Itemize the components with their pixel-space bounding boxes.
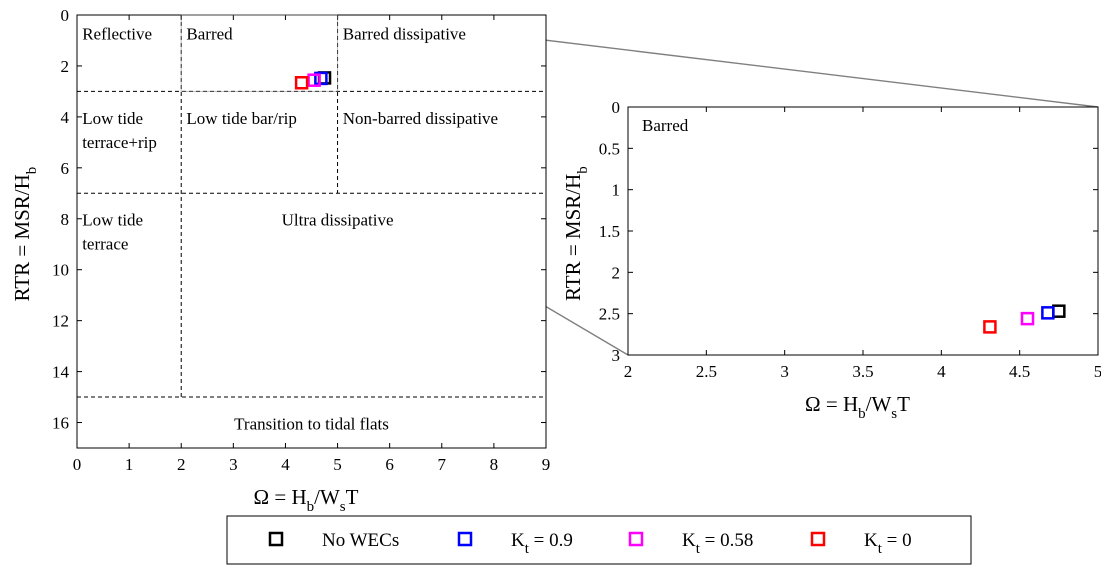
region-label: Ultra dissipative: [282, 211, 394, 230]
legend-box: [226, 515, 972, 565]
region-label: terrace: [82, 235, 128, 254]
inset-axes-box: [627, 106, 1099, 356]
main-y-tick-label: 10: [52, 261, 69, 280]
main-x-tick-label: 5: [333, 455, 342, 474]
inset-x-title-end: T: [897, 392, 910, 416]
legend-label-main: K: [682, 530, 696, 551]
main-x-tick-label: 0: [73, 455, 82, 474]
region-label: Low tide bar/rip: [186, 109, 296, 128]
main-y-title-main: RTR = MSR/H: [10, 174, 34, 301]
legend-marker-1: [268, 531, 284, 547]
legend-label-main: K: [864, 530, 878, 551]
region-label: Transition to tidal flats: [234, 414, 389, 433]
main-x-axis-title: Ω = Hb/WsT: [254, 485, 359, 515]
inset-y-tick-label: 2.5: [599, 305, 620, 324]
main-y-tick-label: 6: [61, 159, 70, 178]
inset-y-tick-label: 2: [612, 263, 621, 282]
main-y-axis-title: RTR = MSR/Hb: [10, 167, 40, 302]
region-label: Low tide: [82, 211, 143, 230]
main-x-tick-label: 4: [281, 455, 290, 474]
inset-x-tick-label: 5: [1094, 362, 1101, 381]
inset-y-tick-label: 0: [612, 98, 621, 117]
region-label: terrace+rip: [82, 133, 157, 152]
inset-x-tick-label: 3.5: [852, 362, 873, 381]
inset-x-tick-label: 4: [937, 362, 946, 381]
legend-label-sub: t: [696, 541, 701, 557]
main-x-tick-label: 7: [438, 455, 447, 474]
inset-y-title-sub: b: [575, 166, 591, 174]
legend-label-main: No WECs: [322, 530, 399, 551]
legend-label-4: Kt = 0: [864, 530, 912, 557]
inset-y-axis-title: RTR = MSR/Hb: [561, 166, 591, 301]
main-y-tick-label: 0: [61, 6, 70, 25]
legend-label-tail: = 0: [882, 530, 912, 551]
main-x-tick-label: 8: [490, 455, 499, 474]
inset-marker-3: [1020, 311, 1035, 326]
inset-x-title-main: Ω = H: [805, 392, 858, 416]
main-x-title-sub: b: [307, 499, 315, 515]
main-y-tick-label: 2: [61, 57, 70, 76]
main-axes-box: [76, 14, 547, 449]
main-marker-2: [314, 71, 328, 86]
main-x-title-main: Ω = H: [254, 485, 307, 509]
main-x-tick-label: 9: [542, 455, 551, 474]
main-marker-4: [294, 76, 309, 90]
inset-y-tick-label: 1.5: [599, 222, 620, 241]
legend-label-1: No WECs: [322, 530, 399, 551]
main-x-tick-label: 6: [385, 455, 394, 474]
zoom-region-outline: [180, 14, 339, 92]
main-x-title-end: T: [346, 485, 359, 509]
inset-y-tick-label: 3: [612, 346, 621, 365]
region-label: Barred dissipative: [343, 25, 466, 44]
region-label: Non-barred dissipative: [343, 109, 498, 128]
legend-marker-4: [810, 531, 826, 547]
region-label: Barred: [186, 25, 233, 44]
legend-label-2: Kt = 0.9: [511, 530, 573, 557]
legend-label-3: Kt = 0.58: [682, 530, 753, 557]
inset-y-tick-label: 0.5: [599, 139, 620, 158]
inset-x-title-mid: /W: [866, 392, 892, 416]
main-y-tick-label: 8: [61, 210, 70, 229]
inset-marker-4: [983, 320, 997, 334]
legend-label-tail: = 0.9: [529, 530, 573, 551]
legend-marker-2: [457, 531, 473, 547]
legend-label-main: K: [511, 530, 525, 551]
legend-label-sub: t: [878, 541, 883, 557]
main-x-title-mid: /W: [314, 485, 340, 509]
main-y-tick-label: 12: [52, 312, 69, 331]
main-marker-3: [307, 73, 321, 87]
inset-x-tick-label: 2.5: [696, 362, 717, 381]
inset-y-tick-label: 1: [612, 181, 621, 200]
region-label: Reflective: [82, 25, 152, 44]
main-x-title-sub: s: [340, 499, 346, 515]
legend: No WECs Kt = 0.9 Kt = 0.58 Kt = 0: [226, 515, 972, 565]
inset-x-tick-label: 3: [780, 362, 789, 381]
inset-x-tick-label: 4.5: [1009, 362, 1030, 381]
inset-x-title-sub: b: [858, 406, 866, 422]
inset-y-title-main: RTR = MSR/H: [561, 174, 585, 301]
main-y-tick-label: 4: [61, 108, 70, 127]
legend-label-tail: = 0.58: [700, 530, 753, 551]
inset-x-axis-title: Ω = Hb/WsT: [805, 392, 910, 422]
inset-x-tick-label: 2: [624, 362, 633, 381]
inset-x-title-sub: s: [891, 406, 897, 422]
main-x-tick-label: 2: [177, 455, 186, 474]
main-x-tick-label: 1: [125, 455, 134, 474]
legend-label-sub: t: [525, 541, 530, 557]
legend-marker-3: [628, 531, 644, 547]
inset-marker-2: [1041, 306, 1055, 320]
main-y-title-sub: b: [24, 167, 40, 175]
inset-region-label: Barred: [642, 116, 689, 135]
main-y-tick-label: 14: [52, 363, 70, 382]
main-y-tick-label: 16: [52, 414, 69, 433]
region-label: Low tide: [82, 109, 143, 128]
main-x-tick-label: 3: [229, 455, 238, 474]
